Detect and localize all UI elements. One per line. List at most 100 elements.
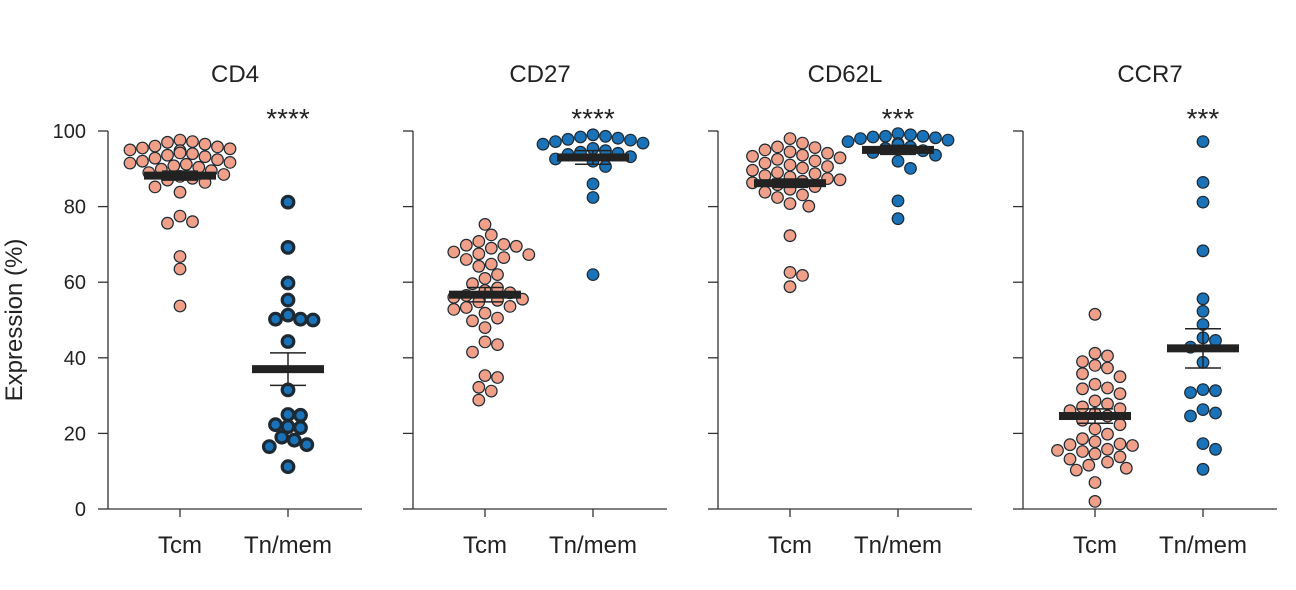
data-point-cd27-tcm	[472, 259, 486, 273]
data-point-cd4-tn-mem	[280, 407, 296, 422]
significance-cd4: ****	[266, 103, 310, 134]
data-point-cd62l-tcm	[783, 229, 797, 243]
y-tick-label: 0	[75, 499, 86, 521]
data-point-cd27-tn-mem	[586, 177, 600, 191]
data-point-ccr7-tn-mem	[1209, 442, 1222, 456]
data-point-ccr7-tcm	[1113, 437, 1127, 451]
data-point-cd4-tcm	[148, 139, 162, 153]
data-point-ccr7-tcm	[1119, 461, 1133, 475]
data-point-cd27-tcm	[491, 311, 504, 325]
mean-bar-cd4-tcm	[144, 171, 216, 180]
data-point-cd27-tn-mem	[611, 131, 625, 145]
data-point-cd27-tcm	[522, 248, 536, 262]
y-tick-label: 100	[53, 121, 86, 143]
data-point-cd62l-tn-mem	[891, 194, 905, 208]
data-point-cd62l-tn-mem	[891, 154, 905, 168]
mean-bar-ccr7-tcm	[1059, 412, 1131, 421]
data-point-cd4-tcm	[136, 141, 149, 155]
data-point-cd4-tcm	[173, 185, 187, 199]
data-point-cd4-tcm	[223, 142, 237, 156]
data-point-cd4-tcm	[161, 135, 174, 149]
data-point-cd62l-tcm	[771, 191, 784, 204]
data-point-cd62l-tn-mem	[866, 130, 880, 144]
data-point-ccr7-tcm	[1088, 359, 1102, 372]
mean-bar-cd62l-tn-mem	[862, 145, 934, 154]
category-label-cd62l-tcm: Tcm	[768, 532, 812, 559]
data-point-cd27-tn-mem	[561, 132, 575, 146]
data-point-cd4-tcm	[223, 155, 237, 169]
data-point-cd4-tcm	[161, 216, 174, 230]
data-point-cd27-tcm	[478, 321, 492, 335]
data-point-cd27-tcm	[459, 238, 473, 252]
data-point-cd62l-tcm	[771, 152, 784, 166]
data-point-cd27-tcm	[478, 335, 492, 349]
data-point-cd4-tcm	[198, 150, 212, 164]
data-point-cd4-tn-mem	[280, 275, 296, 291]
data-point-cd27-tn-mem	[586, 268, 600, 282]
data-point-cd4-tn-mem	[280, 334, 296, 349]
mean-bar-cd62l-tcm	[754, 179, 826, 188]
data-point-cd62l-tcm	[758, 185, 772, 199]
data-point-cd62l-tcm	[796, 188, 809, 202]
data-point-cd4-tcm	[148, 151, 162, 165]
significance-cd62l: ***	[882, 103, 915, 134]
data-point-cd4-tn-mem	[268, 311, 283, 327]
y-tick-label: 40	[64, 348, 86, 370]
data-point-cd27-tn-mem	[586, 191, 600, 204]
data-point-cd62l-tcm	[796, 269, 809, 282]
data-point-cd4-tn-mem	[274, 429, 290, 445]
data-point-cd27-tn-mem	[636, 136, 650, 150]
data-point-cd4-tcm	[173, 133, 187, 147]
data-point-ccr7-tcm	[1113, 450, 1127, 464]
data-point-ccr7-tn-mem	[1196, 304, 1210, 318]
data-point-ccr7-tcm	[1069, 463, 1083, 477]
data-point-ccr7-tcm	[1088, 447, 1102, 461]
data-point-cd27-tcm	[472, 393, 486, 407]
data-point-cd27-tcm	[491, 371, 504, 384]
data-point-ccr7-tn-mem	[1196, 403, 1210, 417]
data-point-cd27-tcm	[459, 253, 473, 266]
data-point-cd4-tn-mem	[268, 417, 283, 433]
data-point-cd4-tn-mem	[280, 292, 296, 308]
data-point-ccr7-tn-mem	[1196, 292, 1210, 306]
data-point-cd27-tn-mem	[599, 160, 612, 173]
data-point-cd27-tcm	[466, 314, 479, 328]
data-point-ccr7-tn-mem	[1196, 462, 1210, 476]
data-point-cd4-tcm	[198, 137, 212, 151]
data-point-ccr7-tcm	[1076, 432, 1089, 446]
data-point-cd27-tn-mem	[549, 135, 562, 149]
data-point-cd62l-tcm	[808, 167, 822, 181]
panel-title-ccr7: CCR7	[1117, 61, 1182, 88]
mean-bar-cd27-tcm	[449, 290, 521, 299]
data-point-cd4-tn-mem	[280, 459, 296, 475]
data-point-cd4-tn-mem	[293, 420, 308, 436]
data-point-cd27-tn-mem	[574, 130, 587, 144]
data-point-cd4-tn-mem	[293, 407, 308, 423]
data-point-cd4-tn-mem	[280, 307, 296, 323]
data-point-cd27-tcm	[466, 277, 479, 291]
data-point-ccr7-tcm	[1101, 427, 1114, 441]
data-point-cd4-tcm	[161, 148, 174, 162]
data-point-ccr7-tcm	[1088, 307, 1102, 321]
data-point-ccr7-tcm	[1101, 442, 1114, 456]
data-point-cd62l-tcm	[833, 151, 847, 165]
data-point-cd4-tcm	[186, 147, 199, 161]
mean-bar-ccr7-tn-mem	[1167, 344, 1239, 353]
category-label-cd4-tcm: Tcm	[158, 532, 202, 559]
data-point-cd27-tcm	[478, 306, 492, 320]
category-label-cd4-tn-mem: Tn/mem	[244, 532, 332, 559]
data-point-ccr7-tcm	[1126, 439, 1139, 452]
data-point-ccr7-tn-mem	[1196, 383, 1210, 397]
panel-title-cd62l: CD62L	[808, 61, 883, 88]
data-point-cd62l-tn-mem	[891, 212, 905, 226]
data-point-cd4-tcm	[173, 209, 187, 223]
data-point-cd27-tcm	[484, 257, 498, 271]
data-point-ccr7-tcm	[1076, 445, 1089, 458]
data-point-cd62l-tn-mem	[929, 131, 942, 145]
data-point-ccr7-tcm	[1063, 452, 1077, 466]
data-point-cd4-tcm	[179, 157, 193, 171]
data-point-cd62l-tcm	[796, 148, 809, 162]
data-point-cd4-tcm	[148, 180, 162, 194]
data-point-ccr7-tcm	[1088, 394, 1102, 408]
data-point-cd27-tcm	[484, 384, 498, 398]
